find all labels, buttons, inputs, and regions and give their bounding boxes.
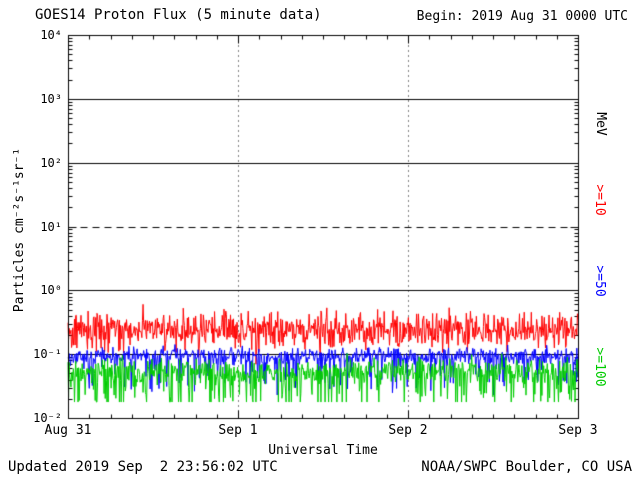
- updated-timestamp: Updated 2019 Sep 2 23:56:02 UTC: [8, 459, 278, 475]
- y-tick-label-1e2: 10²: [40, 156, 62, 170]
- y-tick-label-1e1: 10¹: [40, 220, 62, 234]
- series-label-ge10: >=10: [592, 184, 607, 216]
- series-label-ge50: >=50: [592, 265, 607, 297]
- begin-timestamp: Begin: 2019 Aug 31 0000 UTC: [416, 9, 628, 24]
- x-tick-label-aug31: Aug 31: [44, 423, 92, 438]
- x-tick-label-sep1: Sep 1: [218, 423, 258, 438]
- right-axis-unit-label: MeV: [593, 112, 608, 136]
- source-credit: NOAA/SWPC Boulder, CO USA: [421, 459, 632, 475]
- x-tick-label-sep3: Sep 3: [558, 423, 598, 438]
- y-tick-label-1e3: 10³: [40, 92, 62, 106]
- series-label-ge100: >=100: [592, 347, 607, 387]
- x-axis-label: Universal Time: [268, 443, 378, 458]
- y-tick-label-1e-2: 10⁻²: [33, 411, 62, 425]
- y-tick-label-1e4: 10⁴: [40, 28, 62, 42]
- y-tick-label-1e0: 10⁰: [40, 283, 62, 297]
- y-tick-label-1e-1: 10⁻¹: [33, 347, 62, 361]
- x-tick-label-sep2: Sep 2: [388, 423, 428, 438]
- chart-title: GOES14 Proton Flux (5 minute data): [35, 7, 322, 23]
